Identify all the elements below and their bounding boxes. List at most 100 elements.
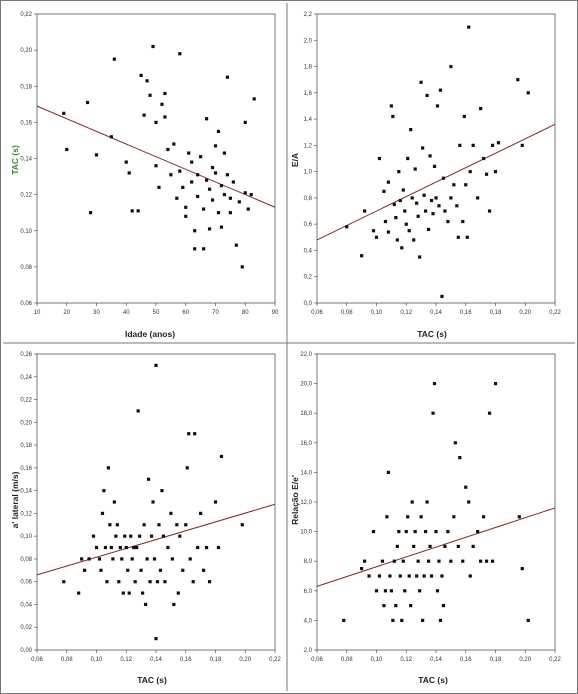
- data-point: [526, 618, 530, 622]
- y-tick-label: 0,02: [20, 625, 32, 631]
- data-point: [455, 204, 459, 208]
- x-tick-label: 40: [123, 310, 130, 316]
- data-point: [482, 515, 486, 519]
- data-point: [204, 117, 209, 121]
- data-point: [166, 545, 170, 550]
- x-tick-label: 0,06: [311, 310, 323, 316]
- data-point: [178, 534, 182, 538]
- y-tick-label: 0,26: [20, 352, 32, 358]
- y-tick-label: 22,0: [300, 352, 312, 358]
- data-point: [94, 545, 99, 550]
- data-point: [412, 544, 416, 548]
- data-point: [449, 196, 453, 200]
- x-tick-label: 0,22: [269, 657, 281, 663]
- y-tick-label: 0,10: [20, 534, 32, 540]
- data-point: [161, 534, 166, 538]
- data-point: [464, 183, 468, 187]
- data-point: [166, 147, 170, 152]
- x-tick-label: 0,10: [371, 310, 383, 316]
- data-point: [222, 151, 227, 155]
- data-point: [425, 500, 429, 504]
- data-point: [160, 102, 164, 106]
- data-point: [526, 91, 530, 95]
- data-point: [394, 604, 398, 608]
- data-point: [380, 559, 385, 563]
- y-tick-label: 1,8: [304, 65, 313, 71]
- data-point: [391, 114, 395, 119]
- data-point: [187, 151, 191, 155]
- data-point: [409, 128, 413, 132]
- y-tick-label: 0,12: [20, 511, 32, 517]
- data-point: [407, 574, 411, 578]
- y-tick-label: 18,0: [300, 411, 312, 417]
- data-point: [148, 580, 152, 584]
- data-point: [410, 196, 414, 200]
- y-axis-label: a' lateral (m/s): [10, 471, 20, 528]
- data-point: [120, 557, 124, 561]
- data-point: [154, 637, 158, 641]
- data-point: [383, 589, 388, 593]
- data-point: [216, 129, 221, 134]
- data-point: [383, 219, 388, 224]
- data-point: [386, 180, 390, 184]
- data-point: [118, 545, 122, 550]
- data-point: [65, 147, 69, 152]
- x-tick-label: 0,06: [31, 657, 43, 663]
- data-point: [149, 534, 154, 538]
- data-point: [441, 604, 446, 608]
- data-point: [141, 591, 145, 595]
- data-point: [418, 255, 422, 259]
- data-point: [401, 188, 405, 192]
- data-point: [80, 557, 84, 561]
- data-point: [145, 79, 149, 83]
- data-point: [434, 530, 438, 534]
- data-point: [428, 544, 432, 548]
- data-point: [154, 120, 158, 124]
- y-tick-label: 20,0: [300, 382, 312, 388]
- scatter-panel-age-tac: Idade (anos) TAC (s) 10 20 30 40 50 60 70 80 90 0…: [10, 12, 279, 339]
- data-point: [114, 534, 118, 538]
- data-point: [91, 534, 96, 538]
- data-point: [133, 580, 137, 584]
- data-point: [471, 143, 475, 147]
- y-tick-label: 0,6: [304, 222, 313, 228]
- data-point: [471, 544, 475, 548]
- data-point: [210, 198, 215, 202]
- data-point: [190, 160, 194, 164]
- data-point: [382, 189, 386, 193]
- data-point: [476, 196, 480, 200]
- y-tick-label: 0,04: [20, 602, 32, 608]
- y-tick-label: 0,08: [20, 557, 32, 563]
- data-point: [479, 106, 483, 111]
- data-point: [151, 500, 155, 504]
- data-point: [130, 557, 134, 561]
- data-point: [187, 432, 191, 436]
- data-point: [377, 574, 382, 578]
- data-point: [108, 523, 112, 527]
- y-tick-label: 0,06: [20, 580, 32, 586]
- data-point: [479, 559, 483, 563]
- data-point: [441, 176, 446, 180]
- data-point: [407, 229, 411, 233]
- data-point: [345, 225, 349, 229]
- data-point: [446, 219, 450, 224]
- data-point: [176, 591, 180, 595]
- data-point: [138, 534, 142, 538]
- data-point: [413, 167, 417, 171]
- data-point: [426, 227, 431, 232]
- data-point: [234, 243, 238, 247]
- data-point: [169, 511, 173, 515]
- data-point: [184, 523, 188, 527]
- data-point: [213, 144, 218, 148]
- data-point: [129, 534, 133, 538]
- x-tick-label: 0,20: [519, 657, 531, 663]
- data-point: [467, 25, 471, 29]
- data-point: [410, 500, 414, 504]
- data-point: [517, 515, 521, 519]
- data-point: [435, 589, 440, 593]
- x-tick-label: 0,14: [430, 310, 442, 316]
- x-tick-label: 0,16: [460, 310, 472, 316]
- data-point: [148, 93, 152, 97]
- data-point: [403, 209, 407, 213]
